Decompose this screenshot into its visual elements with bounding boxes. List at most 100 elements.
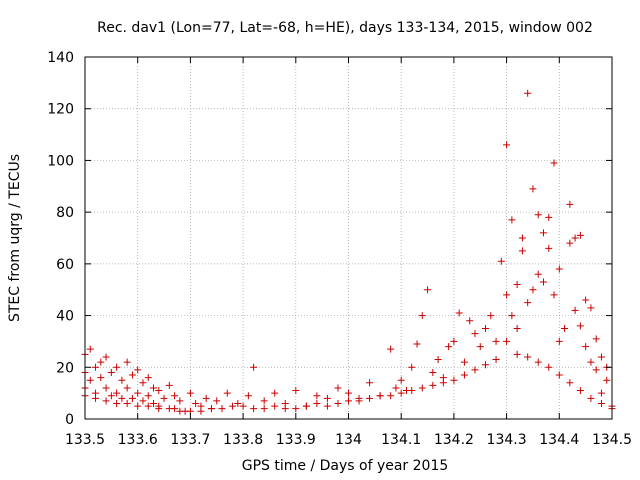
data-point-marker: [223, 389, 231, 397]
data-point-marker: [439, 379, 447, 387]
data-point-marker: [155, 387, 163, 395]
data-point-marker: [150, 384, 158, 392]
data-point-marker: [550, 291, 558, 299]
data-point-marker: [113, 399, 121, 407]
y-tick-label: 120: [47, 102, 74, 118]
data-point-marker: [471, 366, 479, 374]
data-point-marker: [592, 335, 600, 343]
data-point-marker: [397, 376, 405, 384]
data-point-marker: [113, 389, 121, 397]
data-point-marker: [576, 322, 584, 330]
data-point-marker: [503, 141, 511, 149]
data-point-marker: [234, 399, 242, 407]
data-point-marker: [518, 234, 526, 242]
data-point-marker: [139, 397, 147, 405]
x-tick-label: 133.8: [223, 432, 263, 448]
data-point-marker: [186, 389, 194, 397]
x-axis-ticks: 133.5 133.6 133.7 133.8 133.9 134 134.1 134.2 13…: [65, 57, 632, 448]
data-point-marker: [576, 387, 584, 395]
data-point-marker: [566, 200, 574, 208]
data-point-marker: [450, 337, 458, 345]
data-point-marker: [471, 330, 479, 338]
data-point-marker: [387, 392, 395, 400]
data-point-marker: [603, 376, 611, 384]
data-point-marker: [545, 244, 553, 252]
data-point-marker: [302, 402, 310, 410]
data-point-marker: [397, 389, 405, 397]
data-point-marker: [123, 358, 131, 366]
data-point-marker: [176, 397, 184, 405]
data-point-marker: [250, 363, 258, 371]
data-point-marker: [165, 381, 173, 389]
data-point-marker: [292, 387, 300, 395]
data-point-marker: [271, 389, 279, 397]
data-point-marker: [107, 368, 115, 376]
data-point-marker: [165, 405, 173, 413]
data-point-marker: [450, 376, 458, 384]
data-point-marker: [150, 399, 158, 407]
data-point-marker: [313, 392, 321, 400]
x-tick-label: 134.5: [592, 432, 632, 448]
data-point-marker: [92, 394, 100, 402]
data-point-marker: [218, 405, 226, 413]
data-point-marker: [508, 312, 516, 320]
data-point-marker: [366, 394, 374, 402]
data-point-marker: [429, 368, 437, 376]
data-point-marker: [139, 379, 147, 387]
data-point-marker: [555, 371, 563, 379]
data-point-marker: [460, 358, 468, 366]
data-point-marker: [413, 340, 421, 348]
data-point-marker: [534, 270, 542, 278]
data-point-marker: [392, 384, 400, 392]
data-point-marker: [387, 345, 395, 353]
data-point-marker: [534, 211, 542, 219]
data-point-marker: [113, 363, 121, 371]
y-axis-ticks: 0 20 40 60 80 100 120 140: [47, 50, 612, 428]
data-point-marker: [144, 392, 152, 400]
data-point-marker: [566, 239, 574, 247]
data-point-marker: [529, 185, 537, 193]
data-point-marker: [424, 286, 432, 294]
data-point-marker: [592, 366, 600, 374]
data-point-marker: [597, 353, 605, 361]
data-point-marker: [123, 399, 131, 407]
data-point-marker: [97, 374, 105, 382]
data-point-marker: [192, 399, 200, 407]
data-point-marker: [529, 286, 537, 294]
data-point-marker: [582, 296, 590, 304]
data-point-marker: [597, 389, 605, 397]
data-point-marker: [550, 159, 558, 167]
data-point-marker: [171, 392, 179, 400]
data-point-marker: [97, 358, 105, 366]
data-point-marker: [355, 394, 363, 402]
data-point-marker: [118, 394, 126, 402]
data-point-marker: [229, 402, 237, 410]
data-point-marker: [561, 325, 569, 332]
x-tick-label: 134: [335, 432, 362, 448]
data-point-marker: [107, 392, 115, 400]
data-point-marker: [239, 402, 247, 410]
data-point-marker: [582, 343, 590, 351]
data-point-marker: [323, 402, 331, 410]
data-point-marker: [345, 389, 352, 397]
data-point-marker: [408, 363, 416, 371]
data-point-marker: [292, 405, 300, 413]
data-point-marker: [128, 371, 136, 379]
data-point-marker: [92, 363, 100, 371]
data-point-marker: [576, 231, 584, 239]
data-point-marker: [524, 353, 532, 361]
data-point-marker: [102, 384, 110, 392]
data-point-marker: [513, 281, 521, 289]
data-point-marker: [144, 402, 152, 410]
chart-title: Rec. dav1 (Lon=77, Lat=-68, h=HE), days …: [97, 20, 593, 36]
y-tick-label: 40: [56, 309, 74, 325]
x-tick-label: 134.1: [381, 432, 421, 448]
data-point-marker: [503, 337, 511, 345]
data-point-marker: [134, 389, 142, 397]
data-point-marker: [313, 399, 321, 407]
data-point-marker: [176, 407, 184, 415]
data-point-marker: [323, 394, 331, 402]
data-point-marker: [508, 216, 516, 224]
x-tick-label: 133.6: [118, 432, 158, 448]
